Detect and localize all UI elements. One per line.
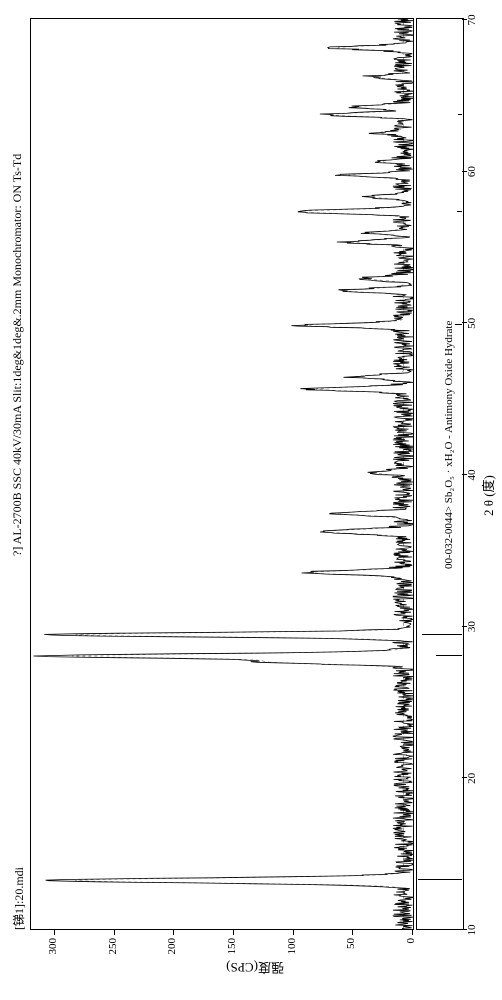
- reference-stick: [418, 879, 462, 880]
- x-tick-label: 70: [466, 10, 478, 30]
- y-tick-mark: [114, 930, 115, 935]
- y-tick-label: 150: [226, 938, 238, 970]
- reference-stick: [422, 634, 462, 635]
- y-tick-mark: [54, 930, 55, 935]
- y-tick-mark: [293, 930, 294, 935]
- xrd-main-plot: [30, 18, 414, 930]
- rotated-stage: [锑1]:20.mdi ?] AL-2700B SSC 40kV/30mA Sl…: [4, 4, 498, 996]
- y-tick-mark: [233, 930, 234, 935]
- spectrum-fit-dashed: [72, 19, 404, 929]
- reference-stick: [458, 114, 462, 115]
- chart-title-left: [锑1]:20.mdi: [10, 867, 27, 930]
- y-tick-mark: [173, 930, 174, 935]
- x-tick-label: 20: [466, 768, 478, 788]
- xrd-reference-panel: 00-032-0044> Sb₂O₅ · xH₂O - Antimony Oxi…: [416, 18, 464, 930]
- xrd-spectrum-svg: [31, 19, 413, 929]
- y-tick-label: 0: [405, 938, 417, 970]
- reference-pattern-label: 00-032-0044> Sb₂O₅ · xH₂O - Antimony Oxi…: [443, 321, 455, 569]
- reference-stick: [455, 324, 462, 325]
- chart-title-right: ?] AL-2700B SSC 40kV/30mA Slit:1deg&1deg…: [10, 154, 25, 556]
- spectrum-line: [33, 19, 413, 929]
- x-tick-label: 10: [466, 920, 478, 940]
- x-tick-label: 30: [466, 617, 478, 637]
- x-axis-label: 2 θ (度): [478, 475, 497, 516]
- y-tick-label: 200: [166, 938, 178, 970]
- y-tick-label: 100: [286, 938, 298, 970]
- x-tick-label: 50: [466, 313, 478, 333]
- y-tick-mark: [412, 930, 413, 935]
- y-tick-label: 300: [47, 938, 59, 970]
- y-tick-label: 250: [107, 938, 119, 970]
- y-tick-mark: [352, 930, 353, 935]
- x-tick-label: 60: [466, 162, 478, 182]
- reference-stick: [457, 211, 462, 212]
- page-frame: [锑1]:20.mdi ?] AL-2700B SSC 40kV/30mA Sl…: [4, 4, 498, 996]
- y-tick-label: 50: [345, 938, 357, 970]
- reference-stick: [436, 655, 462, 656]
- x-tick-label: 40: [466, 465, 478, 485]
